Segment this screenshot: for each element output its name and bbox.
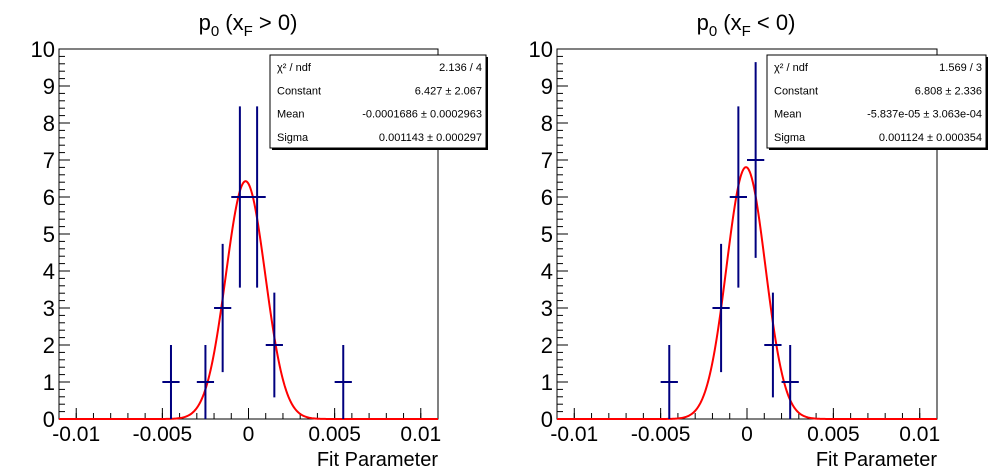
title-paren-close: > 0) <box>253 10 298 35</box>
x-tick-label: -0.01 <box>550 423 598 446</box>
y-tick-label: 9 <box>43 74 55 99</box>
histogram-bin-point <box>712 243 730 373</box>
y-tick-label: 6 <box>541 185 553 210</box>
histogram-bin-point <box>265 292 283 398</box>
histogram-bin-point <box>334 345 352 419</box>
histogram-bin-point <box>729 106 747 288</box>
y-tick-label: 8 <box>541 111 553 136</box>
stat-label: Mean <box>277 109 305 121</box>
y-tick-label: 4 <box>43 259 55 284</box>
stat-label: χ² / ndf <box>774 62 809 74</box>
x-tick-label: 0 <box>243 423 255 446</box>
x-tick-label: 0.005 <box>308 423 361 446</box>
stat-label: Sigma <box>774 132 806 144</box>
y-tick-label: 3 <box>43 296 55 321</box>
y-tick-label: 5 <box>43 222 55 247</box>
histogram-bin-point <box>248 106 266 288</box>
x-tick-label: 0.01 <box>400 423 441 446</box>
histogram-bin-point <box>747 62 765 258</box>
stat-value: 2.136 / 4 <box>439 62 482 74</box>
y-tick-label: 6 <box>43 185 55 210</box>
y-tick-label: 0 <box>541 407 553 432</box>
y-tick-label: 1 <box>43 370 55 395</box>
title-main: p <box>199 10 211 35</box>
fit-stats-box: χ² / ndf 2.136 / 4 Constant 6.427 ± 2.067 Me… <box>269 54 488 150</box>
stat-label: Sigma <box>277 132 309 144</box>
y-tick-label: 7 <box>541 148 553 173</box>
y-tick-label: 8 <box>43 111 55 136</box>
x-tick-label: 0 <box>741 423 753 446</box>
x-tick-label: 0.01 <box>899 423 940 446</box>
histogram-bin-point <box>231 106 249 288</box>
y-tick-label: 4 <box>541 259 553 284</box>
title-paren-close: < 0) <box>751 10 796 35</box>
stat-value: -0.0001686 ± 0.0002963 <box>362 109 482 121</box>
x-tick-label: 0.005 <box>807 423 860 446</box>
title-paren-open: (x <box>717 10 741 35</box>
stat-label: Constant <box>277 85 321 97</box>
title-main: p <box>697 10 709 35</box>
y-tick-label: 2 <box>43 333 55 358</box>
title-sub: 0 <box>709 23 717 40</box>
x-axis-label: Fit Parameter <box>816 449 937 471</box>
fit-stats-box: χ² / ndf 1.569 / 3 Constant 6.808 ± 2.336 Me… <box>766 54 988 150</box>
stats-box-frame <box>766 54 987 149</box>
y-tick-label: 3 <box>541 296 553 321</box>
histogram-bin-point <box>764 292 782 398</box>
stat-label: Constant <box>774 85 818 97</box>
y-tick-label: 2 <box>541 333 553 358</box>
stat-value: 0.001143 ± 0.000297 <box>379 132 482 144</box>
stat-value: 6.427 ± 2.067 <box>415 85 482 97</box>
stat-value: -5.837e-05 ± 3.063e-04 <box>867 109 982 121</box>
y-tick-label: 10 <box>529 37 553 62</box>
histogram-bin-point <box>660 345 678 419</box>
histogram-bin-point <box>196 345 215 419</box>
histogram-bin-point <box>214 243 232 373</box>
stat-value: 0.001124 ± 0.000354 <box>879 132 982 144</box>
x-axis-label: Fit Parameter <box>317 449 438 471</box>
y-tick-label: 1 <box>541 370 553 395</box>
y-tick-label: 5 <box>541 222 553 247</box>
title-sub: 0 <box>211 23 219 40</box>
chart-title: p0 (xF < 0) <box>697 10 796 40</box>
x-tick-label: -0.01 <box>52 423 100 446</box>
gaussian-fit-curve <box>557 166 937 420</box>
histogram-bin-point <box>162 345 180 419</box>
y-tick-label: 7 <box>43 148 55 173</box>
stats-box-frame <box>269 54 487 149</box>
stat-value: 1.569 / 3 <box>939 62 982 74</box>
x-tick-label: -0.005 <box>133 423 193 446</box>
chart-title: p0 (xF > 0) <box>199 10 298 40</box>
y-tick-label: 9 <box>541 74 553 99</box>
y-tick-label: 10 <box>31 37 55 62</box>
title-paren-open: (x <box>219 10 243 35</box>
x-tick-label: -0.005 <box>631 423 691 446</box>
stat-value: 6.808 ± 2.336 <box>915 85 982 97</box>
y-tick-label: 0 <box>43 407 55 432</box>
stat-label: Mean <box>774 109 802 121</box>
title-paren-sub: F <box>742 23 751 40</box>
gaussian-fit-curve <box>59 180 438 420</box>
title-paren-sub: F <box>244 23 253 40</box>
stat-label: χ² / ndf <box>277 62 312 74</box>
histogram-bin-point <box>781 345 799 419</box>
